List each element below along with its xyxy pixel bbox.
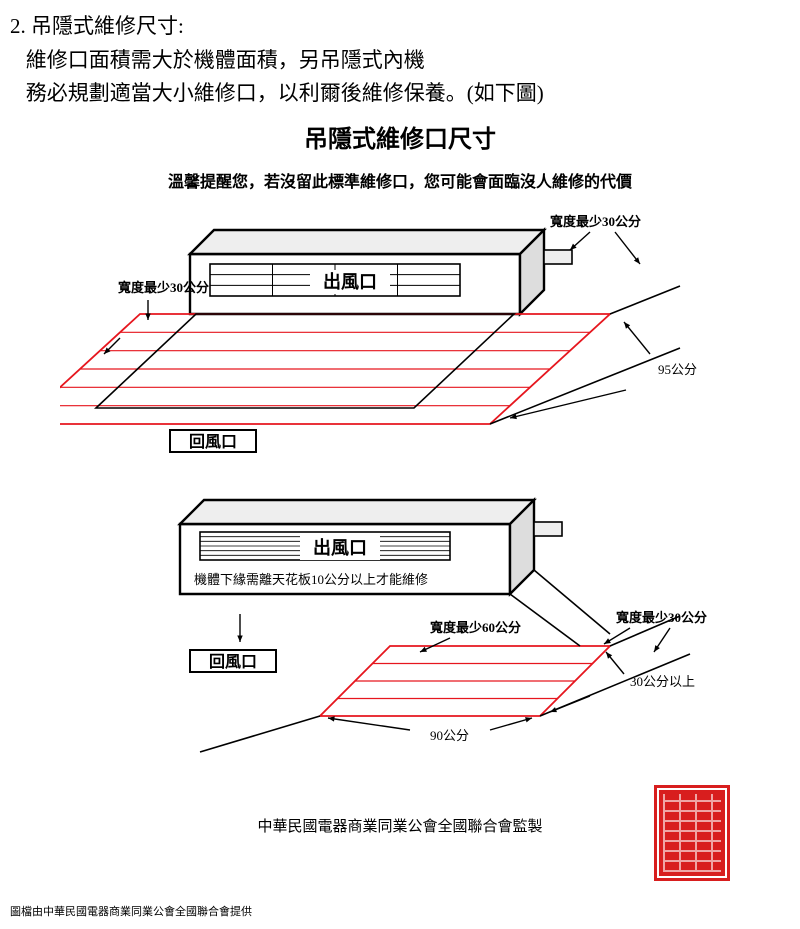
svg-text:90公分: 90公分 [430,728,469,743]
header-block: 2. 吊隱式維修尺寸: 維修口面積需大於機體面積，另吊隱式內機 務必規劃適當大小… [10,10,790,111]
svg-text:機體下緣需離天花板10公分以上才能維修: 機體下緣需離天花板10公分以上才能維修 [194,572,428,587]
reminder-text: 溫馨提醒您，若沒留此標準維修口，您可能會面臨沒人維修的代價 [10,168,790,192]
svg-text:出風口: 出風口 [313,537,367,558]
svg-text:寬度最少60公分: 寬度最少60公分 [429,620,521,635]
svg-text:寬度最少30公分: 寬度最少30公分 [549,214,641,229]
svg-text:30公分以上: 30公分以上 [630,674,695,689]
header-title: 吊隱式維修尺寸: [31,14,184,38]
svg-text:回風口: 回風口 [189,433,237,451]
svg-text:95公分: 95公分 [658,362,697,377]
footnote-text: 圖檔由中華民國電器商業同業公會全國聯合會提供 [10,903,790,919]
maintenance-diagram: 出風口寬度最少30公分寬度最少30公分95公分回風口出風口機體下緣需離天花板10… [60,210,740,770]
header-line2: 務必規劃適當大小維修口，以利爾後維修保養。(如下圖) [26,81,544,105]
svg-text:回風口: 回風口 [209,653,257,671]
svg-text:寬度最少30公分: 寬度最少30公分 [615,610,707,625]
header-line1: 維修口面積需大於機體面積，另吊隱式內機 [26,48,425,72]
svg-text:出風口: 出風口 [323,271,377,292]
svg-text:寬度最少30公分: 寬度最少30公分 [117,280,209,295]
diagram-container: 出風口寬度最少30公分寬度最少30公分95公分回風口出風口機體下緣需離天花板10… [60,210,740,775]
header-number: 2. [10,14,26,38]
diagram-title: 吊隱式維修口尺寸 [10,119,790,154]
association-seal [654,785,730,881]
